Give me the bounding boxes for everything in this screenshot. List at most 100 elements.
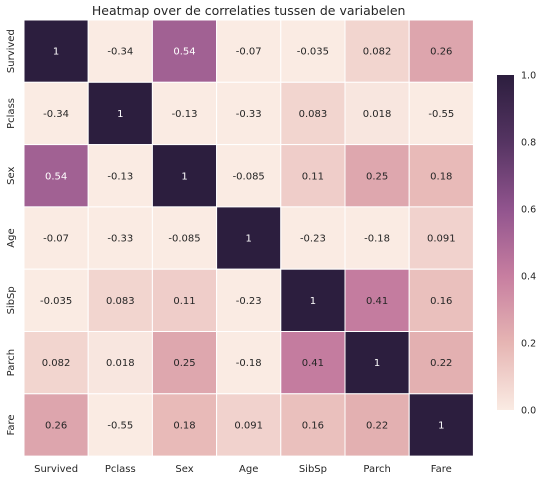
heatmap-cell-parch-pclass — [87, 331, 153, 395]
x-tick-label-sex: Sex — [175, 464, 193, 475]
heatmap-cell-parch-survived — [23, 331, 89, 395]
heatmap-cell-sex-pclass — [87, 144, 153, 208]
x-tick-label-fare: Fare — [431, 464, 452, 475]
cell-annotation: 1 — [53, 47, 59, 58]
cell-annotation: 0.22 — [430, 358, 452, 369]
cell-annotation: 0.26 — [430, 47, 452, 58]
x-tick-label-survived: Survived — [34, 464, 78, 475]
cell-annotation: 0.082 — [363, 47, 392, 58]
cell-annotation: -0.035 — [297, 47, 329, 58]
cell-annotation: -0.34 — [43, 109, 69, 120]
cell-annotation: 1 — [374, 358, 380, 369]
cell-annotations: 1 -0.34 0.54 -0.07 -0.035 0.082 0.26 -0.34 1 -0.1… — [40, 47, 456, 432]
heatmap-cell-fare-age — [216, 393, 282, 457]
x-tick-label-age: Age — [239, 464, 258, 475]
cell-annotation: 0.26 — [45, 420, 67, 431]
cell-annotation: 0.16 — [430, 296, 452, 307]
heatmap-cell-age-survived — [23, 206, 89, 270]
cell-annotation: 0.11 — [173, 296, 195, 307]
cell-annotation: 0.11 — [302, 171, 324, 182]
x-tick-label-pclass: Pclass — [105, 464, 136, 475]
cell-annotation: 0.22 — [366, 420, 388, 431]
cell-annotation: 1 — [438, 420, 444, 431]
cell-annotation: 0.082 — [42, 358, 71, 369]
y-tick-labels: Survived Pclass Sex Age SibSp Parch Fare — [6, 29, 17, 435]
y-tick-label-sex: Sex — [6, 167, 17, 185]
colorbar-tick-label: 0.0 — [521, 406, 536, 417]
colorbar-gradient — [497, 75, 514, 410]
cell-annotation: 0.018 — [106, 358, 135, 369]
heatmap-cell-survived-sex — [151, 19, 218, 83]
heatmap-cell-age-pclass — [87, 206, 153, 270]
cell-annotation: 1 — [181, 171, 187, 182]
y-tick-label-pclass: Pclass — [6, 98, 17, 129]
heatmap-cell-fare-sibsp — [280, 393, 346, 457]
cell-annotation: 0.018 — [363, 109, 392, 120]
x-tick-labels: Survived Pclass Sex Age SibSp Parch Fare — [34, 464, 452, 475]
cell-annotation: -0.55 — [107, 420, 133, 431]
cell-annotation: -0.55 — [428, 109, 454, 120]
heatmap-cell-parch-sex — [151, 331, 218, 395]
heatmap-cell-sibsp-survived — [23, 268, 89, 333]
cell-annotation: -0.13 — [107, 171, 133, 182]
x-tick-label-sibsp: SibSp — [299, 464, 327, 475]
heatmap-cell-age-fare — [408, 206, 474, 270]
cell-annotation: -0.085 — [233, 171, 265, 182]
heatmap-cell-sibsp-sex — [151, 268, 218, 333]
heatmap-cell-parch-fare — [408, 331, 474, 395]
cell-annotation: 1 — [246, 234, 252, 245]
cell-annotation: 0.091 — [234, 420, 263, 431]
cell-annotation: 0.083 — [106, 296, 135, 307]
cell-annotation: 0.16 — [302, 420, 324, 431]
heatmap-cell-parch-age — [216, 331, 282, 395]
cell-annotation: 0.18 — [430, 171, 452, 182]
heatmap-cell-pclass-survived — [23, 81, 89, 146]
heatmap-cell-sex-sex — [151, 144, 218, 208]
colorbar-tick-label: 0.2 — [521, 339, 536, 350]
heatmap-cells — [23, 19, 474, 457]
colorbar-tick-label: 0.4 — [521, 272, 536, 283]
y-tick-label-age: Age — [6, 228, 17, 247]
cell-annotation: 0.41 — [366, 296, 388, 307]
heatmap-cell-age-parch — [344, 206, 410, 270]
heatmap-cell-sex-age — [216, 144, 282, 208]
heatmap-cell-parch-sibsp — [280, 331, 346, 395]
heatmap-cell-survived-pclass — [87, 19, 153, 83]
cell-annotation: -0.07 — [236, 47, 262, 58]
cell-annotation: -0.23 — [300, 234, 326, 245]
cell-annotation: -0.07 — [43, 234, 69, 245]
cell-annotation: 1 — [310, 296, 316, 307]
heatmap-cell-pclass-sibsp — [280, 81, 346, 146]
cell-annotation: -0.33 — [236, 109, 262, 120]
heatmap-cell-sex-sibsp — [280, 144, 346, 208]
cell-annotation: 0.54 — [45, 171, 67, 182]
y-tick-label-survived: Survived — [6, 29, 17, 73]
colorbar-tick-label: 1.0 — [521, 71, 536, 82]
heatmap-cell-survived-age — [216, 19, 282, 83]
heatmap-cell-survived-parch — [344, 19, 410, 83]
y-tick-label-fare: Fare — [6, 414, 17, 435]
heatmap-cell-survived-survived — [23, 19, 89, 83]
cell-annotation: 0.091 — [427, 234, 456, 245]
heatmap-cell-sex-fare — [408, 144, 474, 208]
cell-annotation: 0.25 — [173, 358, 195, 369]
y-tick-label-parch: Parch — [6, 349, 17, 376]
cell-annotation: -0.34 — [107, 47, 133, 58]
x-tick-label-parch: Parch — [363, 464, 390, 475]
colorbar: 0.0 0.2 0.4 0.6 0.8 1.0 — [497, 71, 536, 417]
cell-annotation: 0.18 — [173, 420, 195, 431]
heatmap-cell-pclass-fare — [408, 81, 474, 146]
y-tick-label-sibsp: SibSp — [6, 286, 17, 314]
cell-annotation: -0.33 — [107, 234, 133, 245]
cell-annotation: 1 — [117, 109, 123, 120]
cell-annotation: 0.25 — [366, 171, 388, 182]
heatmap-cell-age-age — [216, 206, 282, 270]
heatmap-cell-pclass-sex — [151, 81, 218, 146]
heatmap-cell-fare-survived — [23, 393, 89, 457]
cell-annotation: 0.54 — [173, 47, 195, 58]
cell-annotation: -0.18 — [236, 358, 262, 369]
cell-annotation: 0.083 — [299, 109, 328, 120]
cell-annotation: -0.035 — [40, 296, 72, 307]
